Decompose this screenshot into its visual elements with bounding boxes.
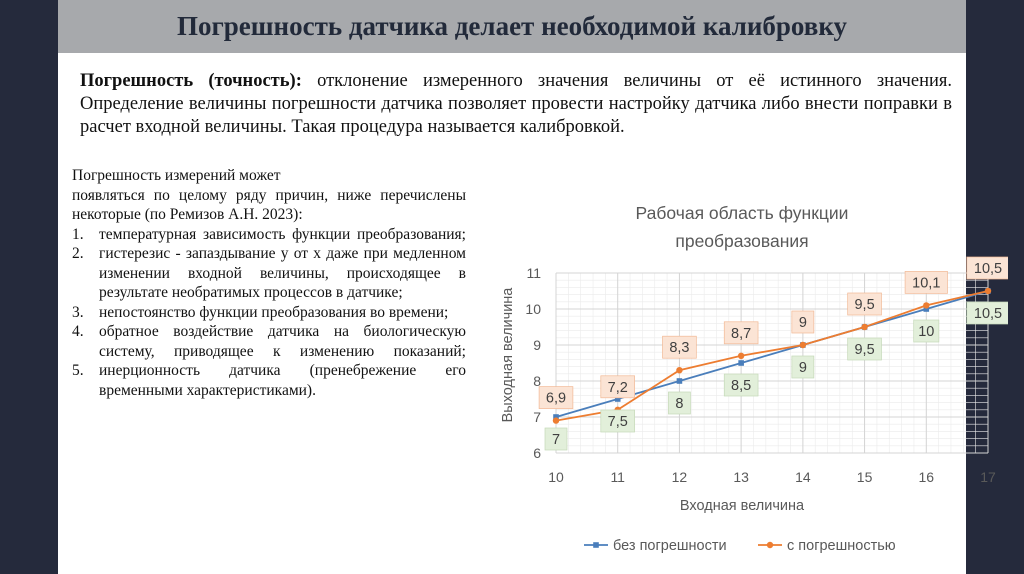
data-label-box xyxy=(904,271,948,294)
data-label: 7,2 xyxy=(608,380,628,396)
data-point xyxy=(799,341,807,349)
x-tick-label: 13 xyxy=(733,469,749,485)
cause-text: непостоянство функции преобразования во … xyxy=(99,303,449,321)
data-point xyxy=(676,378,683,384)
cause-text: гистерезис - запаздывание y от x даже пр… xyxy=(99,245,466,301)
cause-number: 1. xyxy=(72,225,84,243)
data-label-box xyxy=(847,337,882,361)
causes-intro-line1: Погрешность измерений может xyxy=(72,167,281,184)
chart-title-line: Рабочая область функции xyxy=(636,203,849,223)
data-point xyxy=(676,367,683,374)
y-tick-label: 9 xyxy=(533,337,541,353)
legend-label: с погрешностью xyxy=(787,538,896,554)
data-label: 8,3 xyxy=(669,340,689,356)
causes-list: 1. температурная зависимость функции прео… xyxy=(72,225,466,401)
y-tick-label: 6 xyxy=(533,445,541,461)
y-tick-label: 7 xyxy=(533,409,541,425)
data-label-box xyxy=(538,386,574,409)
data-label-box xyxy=(966,301,1008,325)
data-point xyxy=(614,396,621,402)
cause-item: 5. инерционность датчика (пренебрежение е… xyxy=(72,361,466,400)
chart-title-line: преобразования xyxy=(675,231,808,251)
data-label: 10,5 xyxy=(974,261,1002,277)
data-label: 10 xyxy=(918,324,934,340)
data-point xyxy=(923,306,930,312)
x-tick-label: 17 xyxy=(980,469,996,485)
data-label: 10,5 xyxy=(974,306,1002,322)
definition-text: отклонение измеренного значения величины… xyxy=(80,71,953,137)
data-label-box xyxy=(966,256,1008,280)
left-side-bar xyxy=(0,0,58,574)
cause-text: обратное воздействие датчика на биологич… xyxy=(99,323,466,360)
cause-number: 4. xyxy=(72,323,84,340)
cause-item: 3. непостоянство функции преобразования в… xyxy=(72,303,466,323)
causes-block: Погрешность измерений может появляться п… xyxy=(72,166,466,400)
title-band: Погрешность датчика делает необходимой к… xyxy=(58,0,966,53)
data-label-box xyxy=(723,321,759,345)
data-label: 8,5 xyxy=(731,378,751,394)
cause-text: инерционность датчика (пренебрежение его… xyxy=(99,362,466,399)
data-label-box xyxy=(544,427,568,451)
cause-item: 4. обратное воздействие датчика на биолог… xyxy=(72,322,466,361)
data-label: 9,5 xyxy=(854,342,874,358)
cause-item: 1. температурная зависимость функции прео… xyxy=(72,225,466,245)
chart-svg: Рабочая область функции преобразования 7… xyxy=(500,203,1008,554)
cause-number: 2. xyxy=(72,245,84,262)
data-point xyxy=(738,360,744,366)
legend-marker xyxy=(593,542,599,548)
data-point xyxy=(861,323,868,331)
x-tick-label: 11 xyxy=(610,469,625,485)
x-tick-label: 16 xyxy=(918,469,934,485)
series-layer xyxy=(552,287,992,424)
x-tick-label: 10 xyxy=(548,469,564,485)
data-label-box xyxy=(791,310,815,334)
data-label-box xyxy=(600,375,635,399)
data-label-box xyxy=(662,335,697,359)
data-label: 6,9 xyxy=(546,391,566,407)
y-axis-label: Выходная величина xyxy=(500,287,516,423)
cause-text: температурная зависимость функции преобр… xyxy=(99,225,466,243)
legend-marker xyxy=(766,541,774,549)
cause-item: 2. гистерезис - запаздывание y от x даже … xyxy=(72,244,466,303)
data-label: 7,5 xyxy=(608,414,628,430)
data-label: 10,1 xyxy=(912,275,940,291)
y-tick-label: 10 xyxy=(525,301,541,317)
y-tick-label: 8 xyxy=(533,373,541,389)
data-label: 9,5 xyxy=(854,297,874,313)
x-tick-label: 15 xyxy=(857,469,873,485)
definition-paragraph: Погрешность (точность): отклонение измер… xyxy=(80,70,952,139)
data-label-box xyxy=(847,292,882,316)
cause-number: 5. xyxy=(72,362,84,379)
data-label-layer: 7 7,5 8 8,5 9 9,5 10 10,5 6,9 7,2 8,3 8,7 9 9,5 10,1 10… xyxy=(538,256,1008,451)
slide-title: Погрешность датчика делает необходимой к… xyxy=(176,11,848,41)
data-label: 7 xyxy=(552,432,560,448)
legend: без погрешности с погрешностью xyxy=(584,538,896,554)
data-label-box xyxy=(723,373,759,397)
y-tick-label: 11 xyxy=(526,265,541,281)
data-label: 8 xyxy=(675,396,683,412)
data-label-box xyxy=(791,355,815,379)
legend-label: без погрешности xyxy=(613,538,727,554)
series-line xyxy=(555,290,989,422)
x-tick-label: 14 xyxy=(795,469,811,485)
definition-term: Погрешность (точность): xyxy=(80,71,302,91)
data-point xyxy=(553,414,559,420)
data-label-box xyxy=(600,409,635,433)
cause-number: 3. xyxy=(72,303,84,321)
x-axis-label: Входная величина xyxy=(680,498,805,514)
data-label: 9 xyxy=(799,315,807,331)
data-point xyxy=(737,352,745,359)
data-point xyxy=(552,417,560,424)
data-label-box xyxy=(913,319,940,343)
causes-intro-rest: появляться по целому ряду причин, ниже п… xyxy=(72,186,466,224)
transfer-function-chart: Рабочая область функции преобразования 7… xyxy=(488,190,1008,570)
x-tick-label: 12 xyxy=(672,469,688,485)
data-label: 8,7 xyxy=(731,326,751,342)
data-label: 9 xyxy=(799,360,807,376)
data-point xyxy=(923,302,930,309)
data-point xyxy=(984,287,992,295)
data-label-box xyxy=(668,391,691,415)
